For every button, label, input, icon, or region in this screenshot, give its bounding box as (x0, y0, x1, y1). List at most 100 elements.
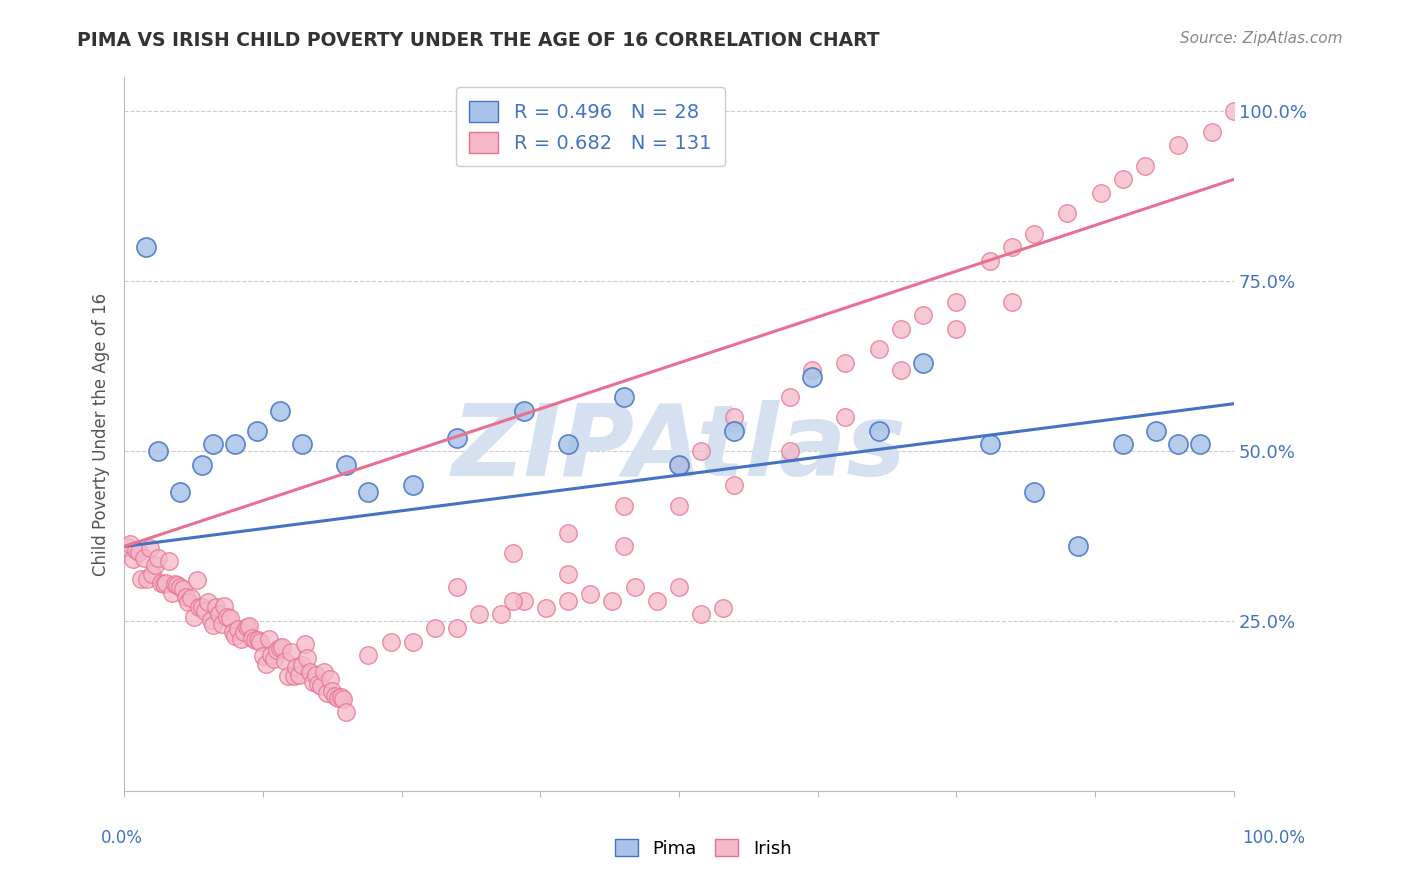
Point (277, 669, 299, 683)
Point (1167, 437, 1189, 451)
Point (131, 572, 153, 586)
Point (1112, 437, 1135, 451)
Point (868, 343, 890, 357)
Point (143, 558, 166, 573)
Point (468, 607, 491, 622)
Point (217, 610, 239, 624)
Point (690, 444, 713, 458)
Point (260, 648, 283, 662)
Point (221, 624, 243, 639)
Point (157, 554, 180, 568)
Point (232, 625, 254, 640)
Point (186, 573, 208, 587)
Point (329, 690, 352, 704)
Point (138, 541, 160, 556)
Point (1144, 424, 1167, 438)
Point (801, 369, 824, 384)
Point (146, 551, 169, 566)
Point (243, 633, 266, 648)
Point (271, 640, 294, 654)
Point (1133, 159, 1156, 173)
Point (201, 437, 224, 451)
Point (197, 595, 219, 609)
Point (152, 577, 174, 591)
Point (172, 582, 194, 596)
Point (945, 322, 967, 336)
Point (249, 635, 271, 649)
Point (912, 309, 935, 323)
Point (214, 599, 236, 613)
Y-axis label: Child Poverty Under the Age of 16: Child Poverty Under the Age of 16 (93, 293, 110, 576)
Point (868, 424, 890, 438)
Point (723, 410, 745, 425)
Point (801, 362, 824, 376)
Point (200, 613, 222, 627)
Point (288, 668, 311, 682)
Point (166, 577, 188, 591)
Point (335, 705, 357, 719)
Point (280, 645, 302, 659)
Point (834, 356, 856, 370)
Point (191, 458, 214, 472)
Point (149, 575, 172, 590)
Point (1001, 294, 1024, 309)
Point (135, 240, 157, 254)
Point (1022, 485, 1045, 500)
Point (446, 431, 468, 445)
Point (191, 599, 214, 614)
Point (120, 537, 142, 551)
Point (945, 294, 967, 309)
Point (254, 657, 277, 671)
Point (283, 669, 305, 683)
Point (1067, 540, 1090, 554)
Point (160, 586, 183, 600)
Point (224, 437, 246, 451)
Point (163, 577, 186, 591)
Point (423, 621, 446, 635)
Point (557, 437, 579, 451)
Point (332, 692, 354, 706)
Point (779, 390, 801, 404)
Point (645, 594, 668, 608)
Point (180, 591, 202, 605)
Point (668, 580, 690, 594)
Point (1090, 186, 1112, 200)
Point (205, 600, 228, 615)
Point (557, 566, 579, 581)
Point (502, 594, 524, 608)
Point (305, 668, 328, 682)
Text: ZIPAtlas: ZIPAtlas (451, 401, 907, 497)
Point (224, 629, 246, 643)
Point (122, 551, 145, 566)
Point (219, 611, 242, 625)
Point (238, 619, 260, 633)
Point (1056, 206, 1078, 220)
Point (602, 594, 624, 608)
Point (834, 410, 856, 425)
Point (269, 403, 291, 417)
Point (183, 610, 205, 624)
Text: Source: ZipAtlas.com: Source: ZipAtlas.com (1180, 31, 1343, 46)
Point (226, 622, 249, 636)
Point (1201, 125, 1223, 139)
Point (155, 575, 177, 590)
Point (335, 458, 357, 472)
Point (177, 595, 200, 609)
Text: 100.0%: 100.0% (1241, 829, 1305, 847)
Point (502, 546, 524, 560)
Point (266, 642, 288, 657)
Legend: R = 0.496   N = 28, R = 0.682   N = 131: R = 0.496 N = 28, R = 0.682 N = 131 (456, 87, 725, 167)
Point (1223, 104, 1246, 119)
Point (1189, 437, 1212, 451)
Point (1001, 240, 1024, 254)
Point (257, 632, 280, 647)
Point (309, 679, 332, 693)
Point (326, 691, 349, 706)
Point (723, 424, 745, 438)
Point (612, 390, 634, 404)
Point (491, 607, 513, 622)
Point (1022, 227, 1045, 241)
Point (169, 485, 191, 500)
Point (446, 580, 468, 594)
Point (890, 362, 912, 376)
